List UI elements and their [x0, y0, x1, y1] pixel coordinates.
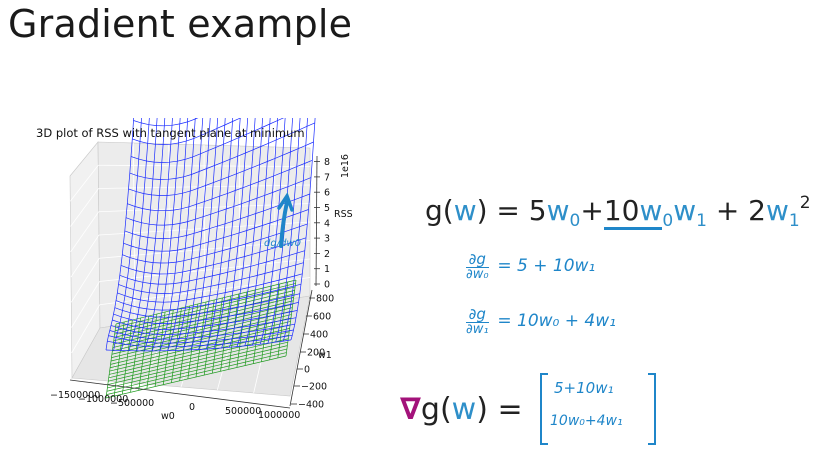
- x-tick-label: 0: [189, 402, 195, 413]
- arrow-label: dg/dw0: [264, 238, 301, 249]
- z-tick-label: 0: [324, 280, 330, 291]
- plot-title: 3D plot of RSS with tangent plane at min…: [36, 126, 305, 140]
- plot-canvas: dg/dw0 0 1 2 3 4 5 6 7 8 −400 −200 0 200 400 600 800 −…: [50, 12, 353, 422]
- z-tick-label: 7: [324, 172, 330, 183]
- x-tick-label: 500000: [225, 406, 261, 417]
- y-tick-label: −200: [301, 382, 327, 393]
- y-tick-label: 200: [307, 348, 325, 359]
- rss-surface: [105, 12, 322, 352]
- gradient-row-2: 10w₀+4w₁: [550, 413, 623, 429]
- rss-3d-plot: 3D plot of RSS with tangent plane at min…: [28, 12, 408, 438]
- z-tick-label: 4: [324, 218, 330, 229]
- arrow-head: [277, 192, 294, 212]
- z-tick-label: 5: [324, 203, 330, 214]
- z-tick-label: 6: [324, 188, 330, 199]
- z-scale-label: 1e16: [340, 154, 351, 178]
- y-tick-label: 600: [313, 312, 331, 323]
- y-axis-ticks: −400 −200 0 200 400 600 800: [289, 289, 334, 411]
- gradient-vector-matrix: 5+10w₁ 10w₀+4w₁: [540, 373, 656, 445]
- z-tick-label: 2: [324, 249, 330, 260]
- arrow-shaft: [279, 200, 289, 248]
- gradient-function-equation: g(w) = 5w0+10w0w1 + 2w12: [425, 193, 811, 231]
- x-tick-label: 1000000: [258, 410, 300, 421]
- y-tick-label: −400: [298, 400, 324, 411]
- y-tick-label: 0: [304, 365, 310, 376]
- nabla-symbol: ∇: [400, 392, 421, 427]
- z-axis-ticks: 0 1 2 3 4 5 6 7 8: [314, 155, 330, 291]
- x-tick-label: −1000000: [78, 394, 128, 405]
- gradient-row-1: 5+10w₁: [554, 379, 614, 397]
- y-tick-label: 400: [310, 330, 328, 341]
- x-axis-label: w0: [161, 411, 175, 422]
- y-axis-label: w1: [318, 350, 332, 361]
- x-tick-label: −1500000: [50, 390, 100, 401]
- y-tick-label: 800: [316, 294, 334, 305]
- z-axis-label: RSS: [334, 209, 353, 220]
- z-tick-label: 8: [324, 157, 330, 168]
- z-tick-label: 3: [324, 234, 330, 245]
- x-tick-label: −500000: [110, 398, 154, 409]
- slide-title: Gradient example: [8, 2, 353, 46]
- z-tick-label: 1: [324, 264, 330, 275]
- arrow-annotation: dg/dw0: [264, 192, 301, 249]
- gradient-vector-equation: ∇g(w) =: [400, 392, 523, 427]
- partial-w0-equation: ∂g ∂w₀ = 5 + 10w₁: [466, 250, 596, 282]
- partial-w1-equation: ∂g ∂w₁ = 10w₀ + 4w₁: [466, 305, 616, 337]
